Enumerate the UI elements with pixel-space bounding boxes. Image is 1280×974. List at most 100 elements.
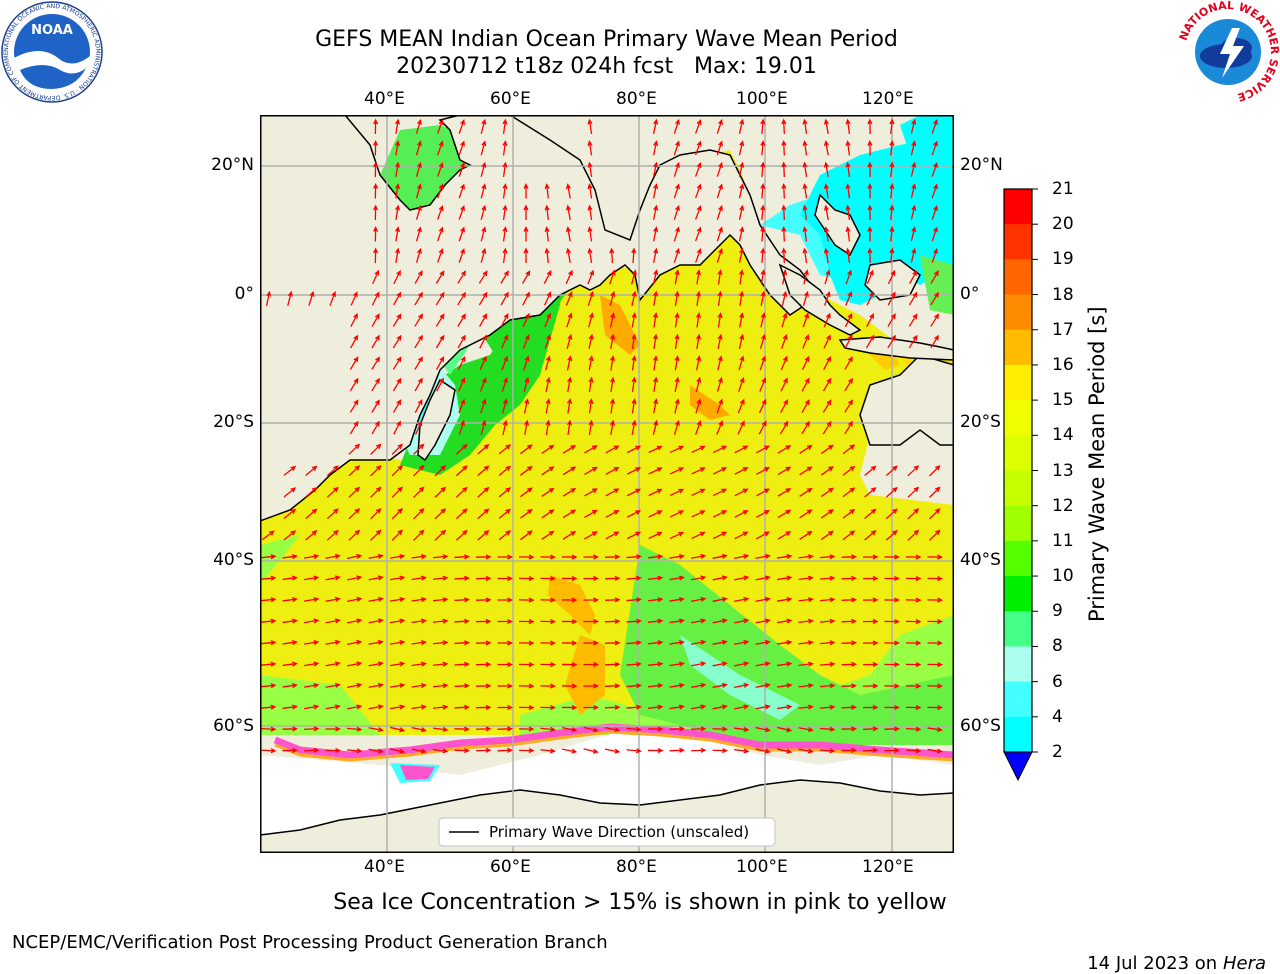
wave-arrow xyxy=(760,183,766,199)
wave-arrow xyxy=(927,640,943,646)
lat-label-left-40s: 40°S xyxy=(213,550,254,570)
wave-arrow xyxy=(734,467,749,475)
wave-arrow xyxy=(780,399,789,413)
wave-arrow xyxy=(392,399,402,413)
wave-arrow xyxy=(347,661,363,667)
wave-arrow xyxy=(648,488,663,497)
wave-arrow xyxy=(905,597,922,603)
wave-arrow xyxy=(411,618,427,624)
wave-arrow xyxy=(260,704,277,710)
wave-arrow xyxy=(370,443,382,455)
wave-arrow xyxy=(368,596,384,602)
wave-arrow xyxy=(820,444,834,455)
lat-label-right-20s: 20°S xyxy=(960,412,1001,432)
wave-arrow xyxy=(626,661,642,667)
wave-arrow xyxy=(368,639,384,645)
wave-arrow xyxy=(260,748,277,754)
wave-arrow xyxy=(303,682,320,688)
wave-arrow xyxy=(712,748,728,754)
wave-arrow xyxy=(801,377,810,392)
wave-arrow xyxy=(583,640,599,646)
wave-arrow xyxy=(905,726,922,732)
wave-arrow xyxy=(454,704,470,710)
wave-arrow xyxy=(518,748,535,754)
wave-arrow xyxy=(432,661,449,667)
wave-arrow xyxy=(819,704,836,710)
wave-arrow xyxy=(738,333,745,349)
wave-arrow xyxy=(540,705,556,711)
wave-arrow xyxy=(457,377,466,392)
wave-arrow xyxy=(587,247,593,264)
wave-arrow xyxy=(626,554,642,560)
wave-arrow xyxy=(303,575,320,581)
colorbar-tick-label: 20 xyxy=(1052,214,1074,235)
colorbar-tick-label: 19 xyxy=(1052,249,1074,270)
wave-arrow xyxy=(350,291,358,306)
wave-arrow xyxy=(734,531,749,540)
wave-arrow xyxy=(652,269,659,285)
wave-arrow xyxy=(500,291,509,306)
colorbar-band xyxy=(1004,189,1032,225)
wave-arrow xyxy=(738,247,745,263)
wave-arrow xyxy=(373,140,379,156)
wave-arrow xyxy=(669,445,685,454)
wave-arrow xyxy=(480,183,487,199)
wave-arrow xyxy=(497,683,513,689)
wave-arrow xyxy=(669,704,685,710)
wave-arrow xyxy=(395,247,401,264)
wave-arrow xyxy=(908,313,918,327)
wave-arrow xyxy=(884,618,900,625)
wave-arrow xyxy=(631,247,637,264)
wave-arrow xyxy=(282,640,298,646)
colorbar-band xyxy=(1004,540,1032,577)
wave-arrow xyxy=(845,291,853,306)
wave-arrow xyxy=(652,118,659,134)
wave-arrow xyxy=(458,247,465,263)
wave-arrow xyxy=(283,487,297,498)
wave-arrow xyxy=(648,510,663,518)
wave-arrow xyxy=(905,705,922,711)
wave-arrow xyxy=(674,312,680,328)
wave-arrow xyxy=(842,487,856,498)
wave-arrow xyxy=(712,488,728,497)
wave-arrow xyxy=(653,376,659,393)
colorbar-band xyxy=(1004,400,1032,436)
lon-label-bottom-60e: 60°E xyxy=(490,857,531,877)
wave-arrow xyxy=(820,487,834,498)
wave-arrow xyxy=(842,465,856,476)
wave-arrow xyxy=(454,554,470,560)
wave-arrow xyxy=(541,487,555,497)
wave-arrow xyxy=(502,161,508,178)
wave-arrow xyxy=(434,486,447,498)
wave-arrow xyxy=(347,596,363,602)
wave-arrow xyxy=(480,226,487,242)
wave-arrow xyxy=(500,312,509,328)
wave-arrow xyxy=(587,161,593,178)
wave-arrow xyxy=(823,312,831,328)
wave-arrow xyxy=(844,420,853,435)
wave-arrow xyxy=(562,727,578,733)
wave-arrow xyxy=(454,640,470,646)
wave-arrow xyxy=(712,553,728,559)
wave-arrow xyxy=(282,661,298,667)
wave-arrow xyxy=(458,419,465,435)
wave-arrow xyxy=(647,554,664,560)
wave-arrow xyxy=(454,683,470,689)
wave-arrow xyxy=(523,376,530,392)
wave-arrow xyxy=(867,140,873,156)
wave-arrow xyxy=(368,748,384,754)
wave-arrow xyxy=(371,313,380,327)
wave-arrow xyxy=(540,640,556,646)
wave-arrow xyxy=(931,118,938,134)
wave-arrow xyxy=(801,355,810,371)
wave-arrow xyxy=(691,510,706,518)
wave-arrow xyxy=(413,508,425,520)
wave-arrow xyxy=(414,270,423,284)
wave-arrow xyxy=(477,443,490,455)
wave-arrow xyxy=(798,727,814,733)
wave-arrow xyxy=(862,554,879,560)
wave-arrow xyxy=(541,530,555,540)
wave-arrow xyxy=(477,465,490,477)
wave-arrow xyxy=(498,465,512,476)
wave-arrow xyxy=(802,334,810,349)
